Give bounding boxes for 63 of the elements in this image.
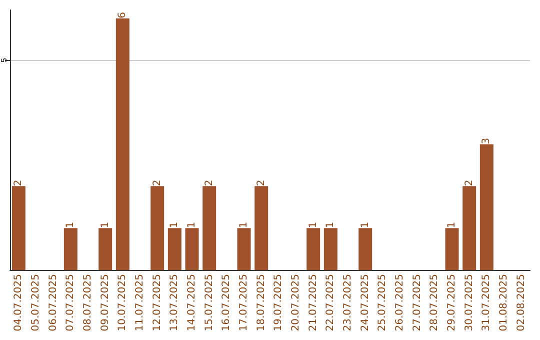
bar (306, 228, 320, 270)
bar (324, 228, 338, 270)
x-tick-label: 06.07.2025 (48, 274, 59, 332)
data-label: 1 (308, 222, 319, 228)
data-label: 1 (100, 222, 111, 228)
x-tick-label: 05.07.2025 (30, 274, 42, 332)
x-tick-label: 30.07.2025 (464, 274, 475, 332)
data-label: 1 (169, 222, 180, 228)
x-tick-label: 27.07.2025 (412, 274, 423, 332)
y-tick-label: 5 (0, 58, 8, 63)
x-tick-label: 21.07.2025 (308, 274, 319, 332)
bar (168, 228, 182, 270)
bar (98, 228, 112, 270)
x-tick-label: 31.07.2025 (481, 274, 492, 332)
data-label: 2 (13, 180, 24, 186)
x-tick-label: 07.07.2025 (65, 274, 76, 332)
bar (445, 228, 459, 270)
x-tick-label: 01.08.2025 (498, 274, 510, 332)
data-label: 2 (152, 180, 163, 186)
data-label: 1 (325, 222, 336, 228)
bar (185, 228, 199, 270)
x-tick-label: 10.07.2025 (117, 274, 128, 332)
bar (480, 144, 494, 270)
x-tick-label: 22.07.2025 (325, 274, 336, 332)
bar (462, 186, 476, 270)
x-tick-label: 28.07.2025 (429, 274, 440, 332)
bar (150, 186, 164, 270)
data-label: 2 (464, 180, 475, 186)
data-label: 6 (117, 12, 128, 18)
bar (237, 228, 251, 270)
x-tick-label: 09.07.2025 (100, 274, 111, 332)
data-label: 3 (481, 138, 492, 144)
x-tick-label: 02.08.2025 (516, 274, 527, 332)
data-label: 1 (65, 222, 76, 228)
x-tick-label: 11.07.2025 (134, 274, 146, 332)
x-tick-label: 17.07.2025 (238, 274, 250, 332)
bar (116, 18, 130, 270)
x-tick-label: 18.07.2025 (256, 274, 267, 332)
bar (202, 186, 216, 270)
x-tick-label: 26.07.2025 (394, 274, 406, 332)
x-tick-label: 20.07.2025 (290, 274, 302, 332)
x-tick-label: 24.07.2025 (360, 274, 371, 332)
x-tick-label: 08.07.2025 (82, 274, 94, 332)
data-label: 2 (204, 180, 215, 186)
x-tick-label: 23.07.2025 (342, 274, 354, 332)
data-label: 1 (238, 222, 250, 228)
data-label: 2 (256, 180, 267, 186)
bar (358, 228, 372, 270)
data-label: 1 (186, 222, 198, 228)
data-label: 1 (446, 222, 458, 228)
data-label: 1 (360, 222, 371, 228)
bar (64, 228, 78, 270)
x-tick-label: 16.07.2025 (221, 274, 232, 332)
x-tick-label: 29.07.2025 (446, 274, 458, 332)
bar (12, 186, 26, 270)
x-tick-label: 13.07.2025 (169, 274, 180, 332)
x-tick-label: 14.07.2025 (186, 274, 198, 332)
x-tick-label: 15.07.2025 (204, 274, 215, 332)
x-tick-label: 25.07.2025 (377, 274, 388, 332)
x-tick-label: 04.07.2025 (13, 274, 24, 332)
x-tick-label: 19.07.2025 (273, 274, 284, 332)
x-tick-label: 12.07.2025 (152, 274, 163, 332)
bar (254, 186, 268, 270)
